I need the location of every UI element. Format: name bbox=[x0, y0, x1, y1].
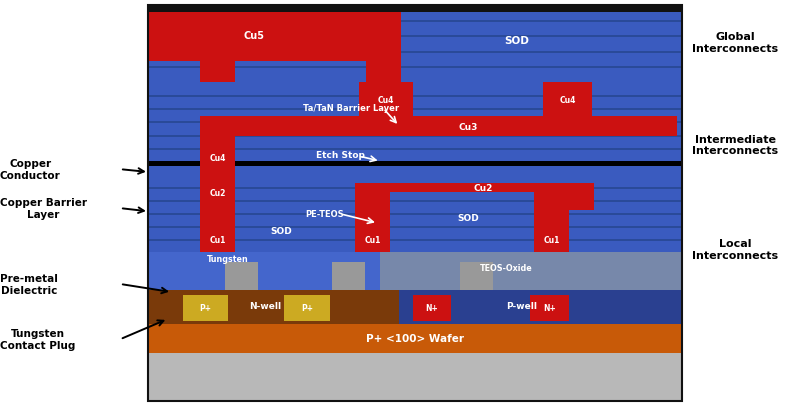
Bar bbox=[148, 67, 682, 69]
Text: Cu2: Cu2 bbox=[474, 184, 493, 193]
Bar bbox=[331, 262, 366, 290]
Bar bbox=[148, 213, 682, 216]
Text: SOD: SOD bbox=[458, 213, 479, 222]
Bar bbox=[148, 122, 682, 124]
Text: Pre-metal
Dielectric: Pre-metal Dielectric bbox=[0, 274, 58, 295]
Bar bbox=[148, 148, 682, 151]
Text: Copper
Conductor: Copper Conductor bbox=[0, 159, 61, 180]
Bar bbox=[148, 109, 682, 111]
Bar bbox=[148, 162, 682, 166]
Bar bbox=[148, 6, 682, 13]
Bar bbox=[534, 184, 569, 253]
Text: P+ <100> Wafer: P+ <100> Wafer bbox=[366, 334, 464, 344]
Bar bbox=[200, 176, 235, 211]
Text: Global
Interconnects: Global Interconnects bbox=[692, 32, 778, 54]
Text: Cu3: Cu3 bbox=[459, 122, 478, 131]
Text: Cu4: Cu4 bbox=[210, 154, 226, 163]
Bar bbox=[284, 295, 330, 321]
Bar bbox=[148, 226, 682, 228]
Bar bbox=[148, 52, 682, 54]
Bar bbox=[559, 184, 594, 211]
Bar bbox=[148, 6, 682, 401]
Text: Intermediate
Interconnects: Intermediate Interconnects bbox=[692, 135, 778, 156]
Bar bbox=[148, 6, 682, 83]
Text: N+: N+ bbox=[426, 303, 438, 312]
Text: Cu5: Cu5 bbox=[244, 30, 265, 40]
Bar bbox=[543, 83, 591, 117]
Bar bbox=[148, 162, 682, 164]
Text: Etch Stop: Etch Stop bbox=[316, 151, 365, 160]
Text: N+: N+ bbox=[543, 303, 556, 312]
Bar bbox=[148, 36, 682, 38]
Bar bbox=[148, 290, 399, 324]
Bar bbox=[148, 176, 682, 253]
Bar bbox=[148, 96, 682, 97]
Bar bbox=[530, 295, 569, 321]
Text: SOD: SOD bbox=[504, 36, 529, 46]
Bar bbox=[200, 117, 235, 176]
Text: N-well: N-well bbox=[250, 301, 282, 310]
Text: Cu1: Cu1 bbox=[364, 236, 381, 245]
Bar bbox=[148, 239, 682, 241]
Text: Copper Barrier
Layer: Copper Barrier Layer bbox=[0, 198, 87, 219]
Bar bbox=[460, 262, 494, 290]
Text: PE-TEOS: PE-TEOS bbox=[305, 210, 344, 219]
Text: Cu1: Cu1 bbox=[543, 236, 560, 245]
Text: TEOS-Oxide: TEOS-Oxide bbox=[480, 263, 533, 272]
Bar bbox=[225, 262, 258, 290]
Text: P+: P+ bbox=[199, 303, 211, 312]
Bar bbox=[366, 9, 401, 83]
Bar bbox=[148, 9, 401, 61]
Bar bbox=[413, 295, 451, 321]
Text: Cu2: Cu2 bbox=[210, 189, 226, 198]
Bar bbox=[148, 21, 682, 23]
Bar bbox=[200, 117, 677, 137]
Bar bbox=[359, 83, 413, 117]
Bar bbox=[200, 184, 235, 253]
Bar bbox=[148, 353, 682, 401]
Text: Cu4: Cu4 bbox=[378, 95, 394, 104]
Bar bbox=[148, 201, 682, 203]
Text: Ta/TaN Barrier Layer: Ta/TaN Barrier Layer bbox=[303, 103, 399, 112]
Bar bbox=[381, 253, 682, 290]
Text: SOD: SOD bbox=[270, 227, 293, 236]
Bar bbox=[148, 83, 682, 176]
Bar bbox=[148, 253, 682, 290]
Bar bbox=[355, 184, 594, 193]
Text: Tungsten: Tungsten bbox=[206, 254, 249, 263]
Text: P+: P+ bbox=[302, 303, 314, 312]
Bar bbox=[355, 184, 390, 211]
Bar bbox=[148, 188, 682, 190]
Bar bbox=[355, 184, 390, 253]
Bar bbox=[200, 9, 235, 83]
Text: P-well: P-well bbox=[506, 301, 538, 310]
Bar bbox=[148, 324, 682, 353]
Bar bbox=[182, 295, 228, 321]
Text: Cu1: Cu1 bbox=[210, 236, 226, 245]
Text: Local
Interconnects: Local Interconnects bbox=[692, 239, 778, 260]
Bar bbox=[399, 290, 682, 324]
Text: Tungsten
Contact Plug: Tungsten Contact Plug bbox=[0, 329, 75, 350]
Text: Cu4: Cu4 bbox=[559, 95, 576, 104]
Bar bbox=[148, 135, 682, 137]
